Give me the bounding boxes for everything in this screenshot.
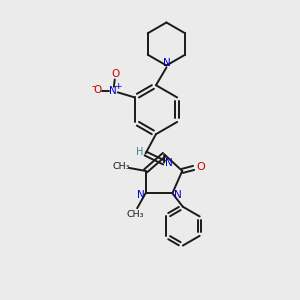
Text: N: N [174,190,181,200]
Text: H: H [136,147,144,157]
Text: CH₃: CH₃ [127,210,144,219]
Text: +: + [114,82,122,91]
Text: N: N [136,190,144,200]
Text: O: O [94,85,102,95]
Text: N: N [165,158,173,168]
Text: CH₃: CH₃ [112,162,130,171]
Text: O: O [111,69,119,79]
Text: N: N [110,86,117,96]
Text: -: - [92,81,96,91]
Text: N: N [163,58,170,68]
Text: O: O [196,162,205,172]
